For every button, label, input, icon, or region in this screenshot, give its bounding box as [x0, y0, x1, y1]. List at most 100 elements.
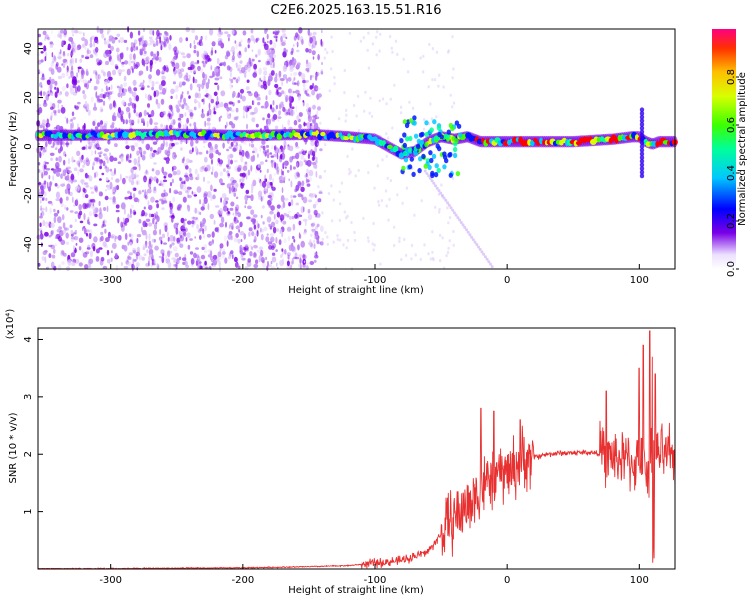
noise-speck: [218, 260, 221, 267]
noise-speck: [110, 90, 114, 95]
noise-speck: [74, 105, 79, 109]
ridge-blob: [332, 134, 337, 140]
noise-speck: [89, 54, 94, 59]
noise-speck: [194, 35, 199, 41]
noise-speck: [86, 49, 92, 55]
noise-speck: [85, 157, 89, 162]
ridge-blob: [379, 139, 384, 146]
noise-speck: [92, 246, 96, 252]
noise-speck: [50, 106, 54, 110]
noise-speck: [145, 244, 148, 248]
noise-speck: [153, 187, 156, 191]
noise-speck: [438, 233, 442, 237]
noise-speck: [65, 167, 68, 173]
noise-speck: [364, 90, 367, 94]
noise-speck: [40, 146, 43, 151]
noise-speck: [271, 245, 275, 251]
noise-speck: [153, 162, 157, 165]
noise-speck: [105, 85, 108, 92]
noise-speck: [136, 181, 139, 185]
noise-speck: [74, 47, 80, 50]
x-tick-label: 0: [504, 575, 510, 586]
noise-speck: [56, 66, 62, 73]
noise-speck: [309, 37, 313, 44]
noise-speck: [55, 172, 61, 177]
noise-speck: [187, 220, 192, 225]
noise-speck: [246, 79, 250, 83]
noise-speck: [139, 48, 145, 52]
noise-speck: [297, 180, 302, 187]
noise-speck: [102, 94, 106, 99]
noise-speck: [305, 63, 309, 68]
scatter-blob: [424, 142, 429, 148]
noise-speck: [427, 174, 431, 178]
noise-speck: [276, 166, 280, 173]
noise-speck: [43, 164, 47, 170]
noise-speck: [59, 145, 63, 152]
noise-speck: [184, 260, 188, 266]
ridge-blob: [539, 137, 543, 145]
noise-speck: [78, 69, 81, 75]
noise-speck: [197, 256, 201, 263]
noise-speck: [307, 153, 310, 160]
noise-speck: [168, 112, 172, 116]
noise-speck: [398, 236, 401, 240]
noise-speck: [138, 190, 142, 195]
noise-speck: [229, 222, 234, 228]
noise-speck: [180, 68, 185, 73]
noise-speck: [113, 157, 118, 161]
noise-speck: [112, 186, 117, 194]
noise-speck: [432, 258, 435, 262]
noise-speck: [234, 210, 238, 217]
noise-speck: [57, 216, 62, 224]
noise-speck: [156, 263, 159, 267]
noise-speck: [151, 258, 155, 266]
noise-speck: [400, 258, 403, 262]
noise-speck: [465, 228, 468, 232]
noise-speck: [86, 229, 90, 233]
noise-speck: [203, 140, 208, 143]
noise-speck: [376, 164, 379, 168]
x-tick-label: 100: [630, 275, 649, 286]
noise-speck: [279, 153, 283, 160]
noise-speck: [115, 264, 118, 272]
noise-speck: [47, 200, 53, 204]
noise-speck: [262, 145, 266, 151]
noise-speck: [223, 235, 227, 242]
noise-speck: [230, 78, 234, 84]
noise-speck: [251, 49, 254, 52]
noise-speck: [274, 145, 276, 151]
noise-speck: [85, 185, 88, 188]
noise-speck: [291, 245, 295, 252]
noise-speck: [93, 208, 98, 215]
noise-speck: [278, 114, 281, 117]
noise-speck: [148, 213, 152, 218]
noise-speck: [312, 203, 317, 209]
noise-speck: [146, 120, 149, 128]
noise-speck: [444, 198, 448, 202]
noise-speck: [231, 46, 235, 53]
noise-speck: [44, 251, 48, 254]
noise-speck: [302, 150, 307, 156]
noise-speck: [242, 110, 245, 115]
noise-speck: [281, 232, 284, 238]
noise-speck: [232, 147, 237, 152]
noise-speck: [310, 123, 313, 126]
noise-speck: [104, 244, 108, 249]
noise-speck: [53, 248, 56, 254]
scatter-blob: [429, 127, 434, 133]
noise-speck: [275, 236, 278, 244]
noise-speck: [257, 101, 261, 106]
ridge-blob: [135, 130, 139, 137]
noise-speck: [47, 266, 50, 271]
noise-speck: [312, 150, 316, 157]
scatter-blob: [402, 142, 407, 148]
noise-speck: [220, 216, 225, 224]
noise-speck: [230, 141, 234, 147]
noise-speck: [73, 204, 75, 208]
noise-speck: [129, 241, 132, 246]
noise-speck: [179, 177, 182, 182]
noise-speck: [49, 181, 52, 188]
noise-speck: [230, 109, 235, 113]
noise-speck: [246, 195, 251, 199]
